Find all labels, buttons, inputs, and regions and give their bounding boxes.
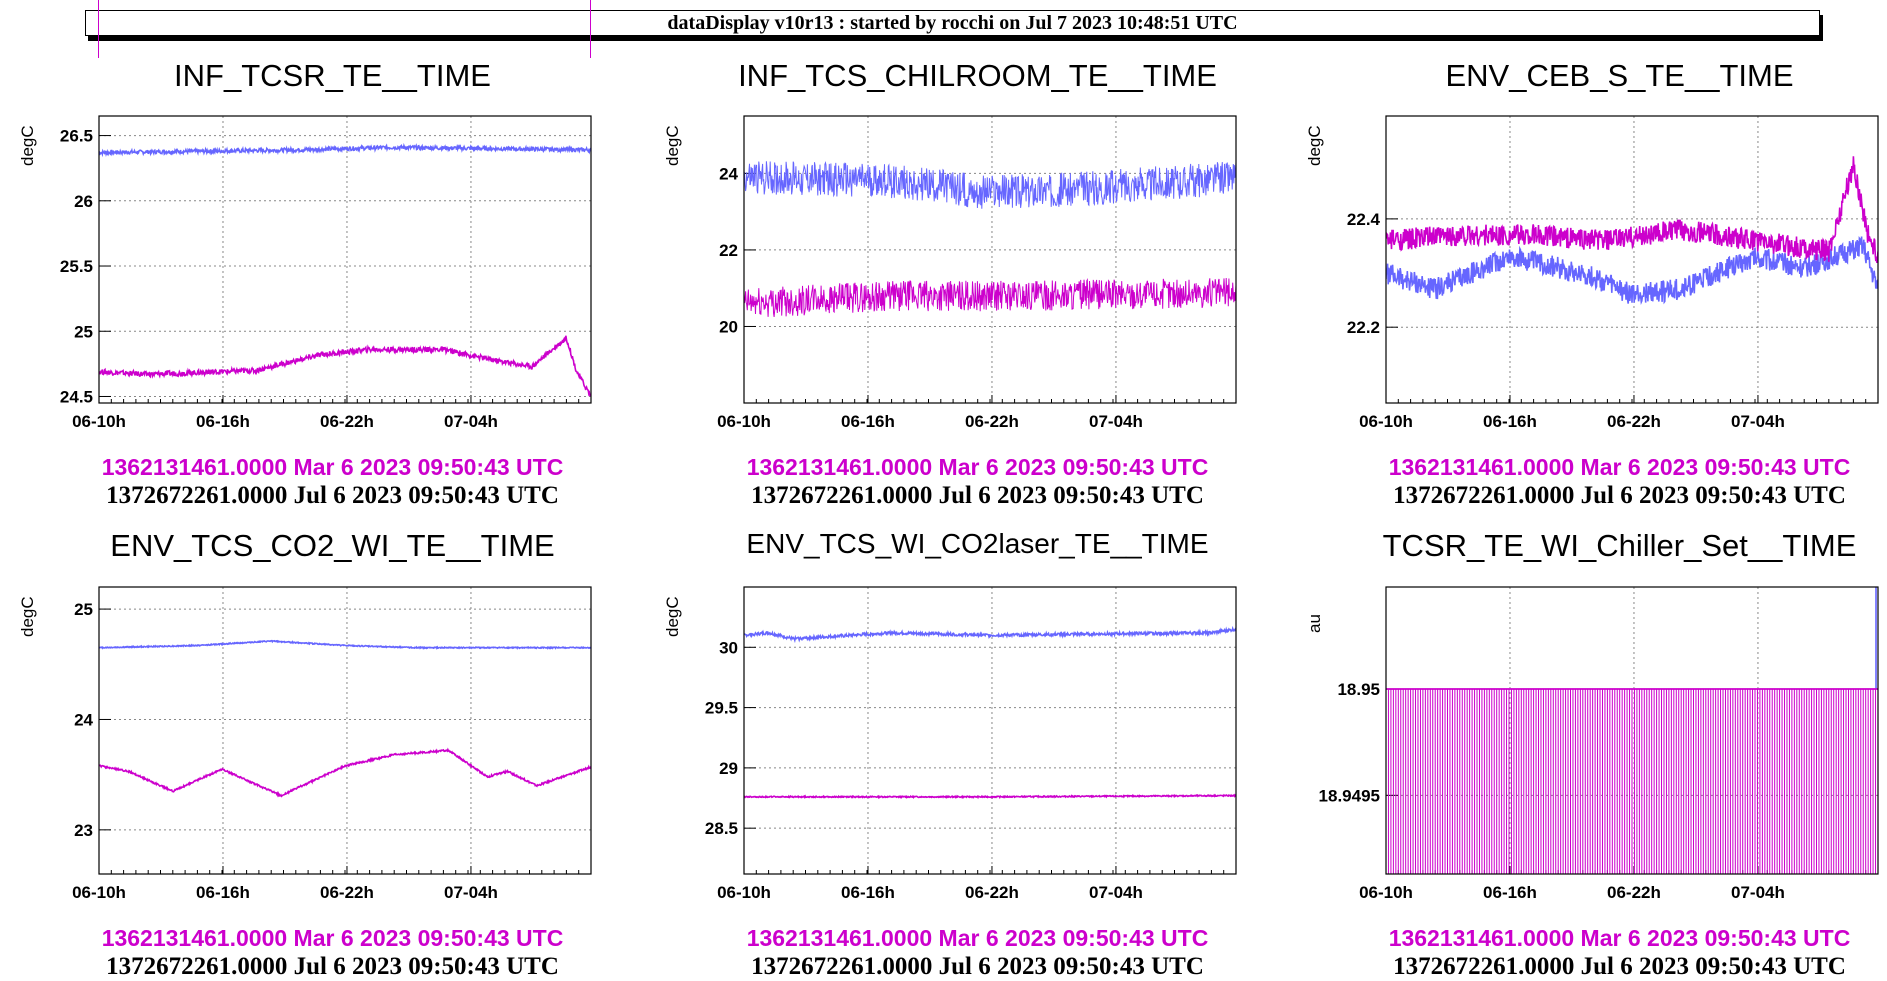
chart-plot[interactable]: 06-10h 06-16h 06-22h 07-04h 20 22 24: [663, 0, 1292, 440]
chart-panel[interactable]: ENV_TCS_CO2_WI_TE__TIME degC 06-10h 06-16h 0…: [18, 471, 647, 980]
x-tick-label: 06-16h: [196, 883, 250, 902]
series-line: [1386, 156, 1878, 263]
y-tick-label: 26: [74, 192, 93, 211]
x-tick-label: 06-22h: [320, 412, 374, 431]
time-cursor-left[interactable]: [98, 0, 99, 58]
range-start-text: 1362131461.0000 Mar 6 2023 09:50:43 UTC: [101, 925, 564, 951]
x-tick-label: 06-16h: [841, 412, 895, 431]
chart-title: INF_TCSR_TE__TIME: [174, 58, 491, 93]
y-tick-label: 18.9495: [1319, 786, 1380, 805]
y-tick-label: 29.5: [705, 699, 738, 718]
time-cursor-right[interactable]: [590, 0, 591, 58]
x-tick-label: 06-22h: [965, 412, 1019, 431]
y-tick-label: 25: [74, 600, 93, 619]
chart-title: ENV_CEB_S_TE__TIME: [1445, 58, 1794, 93]
x-tick-label: 06-10h: [717, 412, 771, 431]
y-tick-label: 18.95: [1337, 680, 1380, 699]
x-tick-label: 06-16h: [196, 412, 250, 431]
y-tick-label: 23: [74, 821, 93, 840]
header-title: dataDisplay v10r13 : started by rocchi o…: [667, 12, 1238, 34]
range-end-text: 1372672261.0000 Jul 6 2023 09:50:43 UTC: [751, 482, 1204, 509]
y-tick-label: 24.5: [60, 387, 93, 406]
chart-plot[interactable]: 06-10h 06-16h 06-22h 07-04h 28.5 29 29.5 30: [663, 471, 1292, 911]
chart-plot[interactable]: 06-10h 06-16h 06-22h 07-04h 23 24 25: [18, 471, 647, 911]
range-end-text: 1372672261.0000 Jul 6 2023 09:50:43 UTC: [1393, 482, 1846, 509]
x-tick-label: 06-16h: [1483, 883, 1537, 902]
range-end-text: 1372672261.0000 Jul 6 2023 09:50:43 UTC: [751, 953, 1204, 980]
y-tick-label: 25.5: [60, 257, 93, 276]
x-tick-label: 07-04h: [444, 412, 498, 431]
series-square-wave: [1386, 688, 1877, 874]
plot-frame: [98, 586, 592, 875]
y-tick-label: 29: [719, 759, 738, 778]
x-tick-label: 06-10h: [72, 412, 126, 431]
series-line: [744, 625, 1236, 644]
x-tick-label: 06-22h: [965, 883, 1019, 902]
x-tick-label: 06-10h: [717, 883, 771, 902]
chart-plot[interactable]: 06-10h 06-16h 06-22h 07-04h 18.9495 18.95: [1305, 471, 1887, 911]
plot-frame: [1385, 586, 1879, 875]
y-tick-label: 26.5: [60, 127, 93, 146]
chart-title: TCSR_TE_WI_Chiller_Set__TIME: [1382, 528, 1857, 563]
x-tick-label: 07-04h: [1089, 412, 1143, 431]
y-tick-label: 22.2: [1347, 318, 1380, 337]
range-start-text: 1362131461.0000 Mar 6 2023 09:50:43 UTC: [746, 454, 1209, 480]
x-tick-label: 06-10h: [1359, 412, 1413, 431]
series-line: [1386, 235, 1878, 305]
x-tick-label: 06-10h: [72, 883, 126, 902]
range-end-text: 1372672261.0000 Jul 6 2023 09:50:43 UTC: [1393, 953, 1846, 980]
plot-frame: [743, 115, 1237, 404]
range-start-text: 1362131461.0000 Mar 6 2023 09:50:43 UTC: [1388, 925, 1851, 951]
series-line: [99, 639, 591, 650]
x-tick-label: 06-10h: [1359, 883, 1413, 902]
x-tick-label: 07-04h: [1089, 883, 1143, 902]
x-tick-label: 07-04h: [1731, 412, 1785, 431]
series-line: [99, 335, 591, 397]
range-end-text: 1372672261.0000 Jul 6 2023 09:50:43 UTC: [106, 482, 559, 509]
x-tick-label: 07-04h: [1731, 883, 1785, 902]
x-tick-label: 06-22h: [320, 883, 374, 902]
chart-panel[interactable]: INF_TCSR_TE__TIME degC 06-10h 06-16h 06-22h 0…: [18, 0, 647, 509]
chart-panel[interactable]: INF_TCS_CHILROOM_TE__TIME degC 06-10h 06-16…: [663, 0, 1292, 509]
series-line: [99, 747, 591, 798]
plot-frame: [1385, 115, 1879, 404]
chart-title: ENV_TCS_WI_CO2laser_TE__TIME: [746, 528, 1209, 559]
y-tick-label: 25: [74, 322, 93, 341]
range-start-text: 1362131461.0000 Mar 6 2023 09:50:43 UTC: [746, 925, 1209, 951]
y-tick-label: 22.4: [1347, 210, 1381, 229]
plot-frame: [98, 115, 592, 404]
chart-panel[interactable]: TCSR_TE_WI_Chiller_Set__TIME au 06-10h 06-1…: [1305, 471, 1887, 980]
y-tick-label: 28.5: [705, 819, 738, 838]
series-line: [99, 142, 591, 158]
chart-title: INF_TCS_CHILROOM_TE__TIME: [738, 58, 1217, 93]
x-tick-label: 07-04h: [444, 883, 498, 902]
chart-plot[interactable]: 06-10h 06-16h 06-22h 07-04h 22.2 22.4: [1305, 0, 1887, 440]
y-tick-label: 24: [719, 164, 738, 183]
series-line: [744, 160, 1236, 209]
series-line: [744, 793, 1236, 800]
range-start-text: 1362131461.0000 Mar 6 2023 09:50:43 UTC: [101, 454, 564, 480]
chart-panel[interactable]: ENV_CEB_S_TE__TIME degC 06-10h 06-16h 06-22h…: [1305, 0, 1887, 509]
chart-panel[interactable]: ENV_TCS_WI_CO2laser_TE__TIME degC 06-10h 06…: [663, 471, 1292, 980]
y-tick-label: 24: [74, 710, 93, 729]
plot-frame: [743, 586, 1237, 875]
y-tick-label: 20: [719, 317, 738, 336]
y-tick-label: 22: [719, 241, 738, 260]
x-tick-label: 06-16h: [1483, 412, 1537, 431]
chart-plot[interactable]: 06-10h 06-16h 06-22h 07-04h 24.5 25 25.5 26 26.5: [18, 0, 647, 440]
chart-title: ENV_TCS_CO2_WI_TE__TIME: [110, 528, 555, 563]
range-start-text: 1362131461.0000 Mar 6 2023 09:50:43 UTC: [1388, 454, 1851, 480]
app-header: dataDisplay v10r13 : started by rocchi o…: [85, 10, 1820, 36]
x-tick-label: 06-16h: [841, 883, 895, 902]
range-end-text: 1372672261.0000 Jul 6 2023 09:50:43 UTC: [106, 953, 559, 980]
series-line: [744, 277, 1236, 317]
x-tick-label: 06-22h: [1607, 412, 1661, 431]
y-tick-label: 30: [719, 638, 738, 657]
x-tick-label: 06-22h: [1607, 883, 1661, 902]
